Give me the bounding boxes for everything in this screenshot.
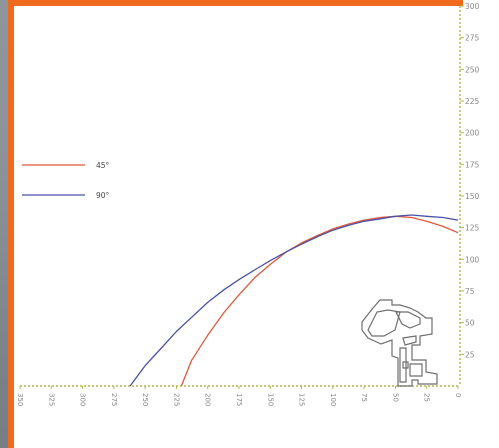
y-tick-labels: 25 50 75 100 125 150 175 200 225 250 275 300: [460, 2, 480, 359]
y-tick-label: 125: [465, 224, 480, 233]
x-tick-label: 100: [329, 393, 337, 406]
frame-left-border: [8, 0, 14, 448]
legend-label-0: 45°: [96, 161, 110, 170]
series-line-0: [180, 215, 459, 387]
y-tick-label: 300: [465, 2, 480, 11]
series-line-1: [129, 214, 459, 387]
x-tick-label: 200: [204, 393, 212, 406]
y-tick-label: 275: [465, 34, 480, 43]
y-tick-label: 175: [465, 160, 480, 169]
x-tick-labels: 350 325 300 275 250 225 200 175 150 125 100 75 50 25 0: [16, 386, 462, 406]
x-tick-label: 175: [235, 393, 243, 406]
y-tick-label: 75: [465, 287, 475, 296]
series-lines: [129, 214, 459, 387]
legend: 45° 90°: [22, 161, 110, 200]
x-tick-label: 25: [423, 393, 431, 402]
y-tick-label: 200: [465, 129, 480, 138]
y-tick-strip: [463, 0, 499, 448]
frame-top-border: [8, 0, 463, 6]
plot-background: [14, 6, 463, 448]
y-tick-label: 250: [465, 65, 480, 74]
x-tick-label: 350: [16, 393, 24, 406]
y-tick-label: 225: [465, 97, 480, 106]
x-tick-label: 0: [454, 393, 462, 397]
x-tick-label: 325: [47, 393, 55, 406]
y-tick-label: 25: [465, 350, 475, 359]
x-tick-label: 125: [298, 393, 306, 406]
x-tick-label: 275: [110, 393, 118, 406]
y-tick-label: 150: [465, 192, 480, 201]
x-tick-label: 150: [266, 393, 274, 406]
y-tick-label: 50: [465, 319, 475, 328]
x-tick-label: 300: [79, 393, 87, 406]
legend-label-1: 90°: [96, 191, 110, 200]
x-tick-label: 50: [391, 393, 399, 402]
x-tick-label: 225: [172, 393, 180, 406]
x-tick-label: 75: [360, 393, 368, 402]
window-frame-profile-icon: [361, 299, 438, 387]
y-tick-label: 100: [465, 255, 480, 264]
x-tick-label: 250: [141, 393, 149, 406]
